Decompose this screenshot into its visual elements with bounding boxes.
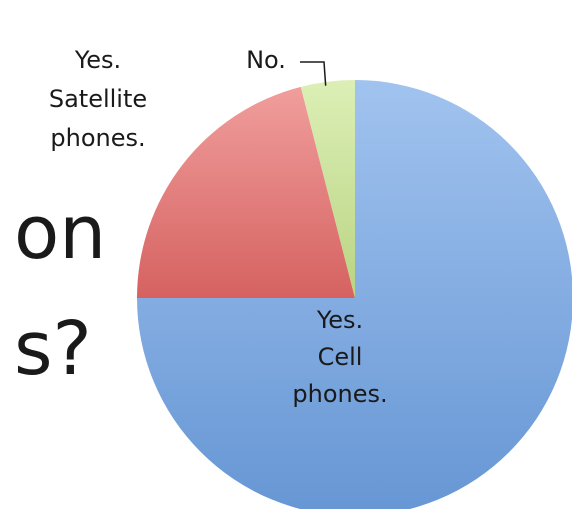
pie-slice-yes-cell-phones (137, 80, 572, 509)
background-title-line-1: on (14, 190, 107, 276)
pie-label-yes-satellite-phones: Yes. Satellite phones. (49, 46, 147, 152)
pie-label-background (22, 40, 172, 178)
pie-label-no: No. (246, 46, 286, 74)
background-title-line-2: s? (14, 306, 92, 392)
pie-slice-no (300, 80, 355, 298)
pie-slices (137, 80, 572, 509)
pie-slice-yes-satellite-phones (137, 86, 355, 298)
pie-leader-line (300, 61, 327, 86)
pie-labels: Yes. Cell phones. Yes. Satellite phones. No. (22, 40, 388, 408)
pie-label-yes-cell-phones: Yes. Cell phones. (292, 306, 387, 408)
